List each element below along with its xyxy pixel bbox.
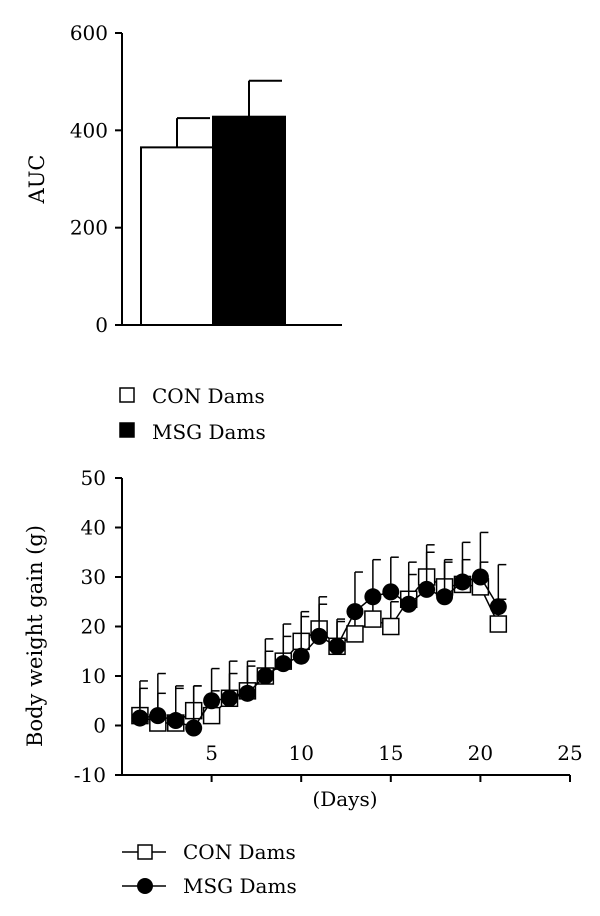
point-msg-dams-day-5 [203,692,221,710]
point-con-dams-day-21 [489,615,508,633]
bw-y-tick-label-0: 0 [93,714,106,738]
auc-y-tick-label-600: 600 [70,21,108,45]
bw-x-tick-label-20: 20 [468,741,493,765]
point-msg-dams-day-3 [167,712,185,730]
point-msg-dams-day-10 [292,647,310,665]
point-msg-dams-day-11 [310,627,328,645]
point-msg-dams-day-18 [436,588,454,606]
bw-legend: CON Dams MSG Dams [122,840,297,898]
bw-y-tick-label-40: 40 [81,516,106,540]
bw-x-tick-label-25: 25 [557,741,582,765]
point-msg-dams-day-12 [328,637,346,655]
legend-label-msg-line: MSG Dams [183,874,297,898]
point-msg-dams-day-16 [400,595,418,613]
point-msg-dams-day-17 [418,580,436,598]
bw-y-ticks: -10 0 10 20 30 40 50 [74,466,122,787]
point-con-dams-day-13 [346,625,364,643]
bw-x-ticks: 5 10 15 20 25 [205,741,583,782]
point-msg-dams-day-7 [238,684,256,702]
legend-marker-msg [137,878,153,894]
point-msg-dams-day-2 [149,707,167,725]
auc-y-tick-label-200: 200 [70,216,108,240]
body-weight-line-chart: -10 0 10 20 30 40 50 5 10 15 20 25 (Days) Body wei… [23,466,583,811]
point-msg-dams-day-4 [185,719,203,737]
auc-error-bars [176,79,282,148]
legend-label-con-line: CON Dams [183,840,296,864]
point-msg-dams-day-14 [364,588,382,606]
point-msg-dams-day-15 [382,583,400,601]
legend-item-msg-bar: MSG Dams [119,420,266,444]
bw-y-axis-label: Body weight gain (g) [23,525,47,747]
bw-y-tick-label-10: -10 [74,763,106,787]
point-con-dams-day-15 [382,617,400,636]
auc-y-tick-label-0: 0 [95,313,108,337]
auc-bars [140,115,286,326]
legend-label-msg: MSG Dams [152,420,266,444]
auc-y-tick-label-400: 400 [70,118,108,142]
bw-y-tick-label-20: 20 [81,615,106,639]
point-msg-dams-day-19 [453,573,471,591]
legend-marker-con [137,844,153,860]
auc-y-ticks: 0 200 400 600 [70,21,122,337]
point-msg-dams-day-8 [256,667,274,685]
point-con-dams-day-14 [364,610,382,628]
bar-con-dams [140,146,214,326]
bw-x-tick-label-15: 15 [378,741,403,765]
point-msg-dams-day-21 [489,598,507,616]
bw-x-tick-label-10: 10 [288,741,313,765]
auc-bar-chart: 0 200 400 600 AUC [25,21,342,337]
legend-label-con: CON Dams [152,384,265,408]
bw-x-axis-label: (Days) [312,787,377,811]
bw-series [131,531,508,737]
point-msg-dams-day-1 [131,709,149,727]
legend-item-msg-line: MSG Dams [122,874,297,898]
point-msg-dams-day-13 [346,603,364,621]
auc-legend: CON Dams MSG Dams [119,384,266,444]
series-msg-dams [131,531,507,737]
bw-y-tick-label-30: 30 [81,565,106,589]
bw-x-tick-label-5: 5 [205,741,218,765]
legend-swatch-con [119,387,135,403]
legend-item-con-line: CON Dams [122,840,296,864]
legend-item-con-bar: CON Dams [119,384,265,408]
bw-y-tick-label-10: 10 [81,664,106,688]
point-msg-dams-day-6 [221,689,239,707]
point-msg-dams-day-9 [274,655,292,673]
point-msg-dams-day-20 [471,568,489,586]
auc-y-axis-label: AUC [25,155,49,205]
legend-swatch-msg [119,422,135,438]
bw-y-tick-label-50: 50 [81,466,106,490]
bar-msg-dams [212,115,286,326]
